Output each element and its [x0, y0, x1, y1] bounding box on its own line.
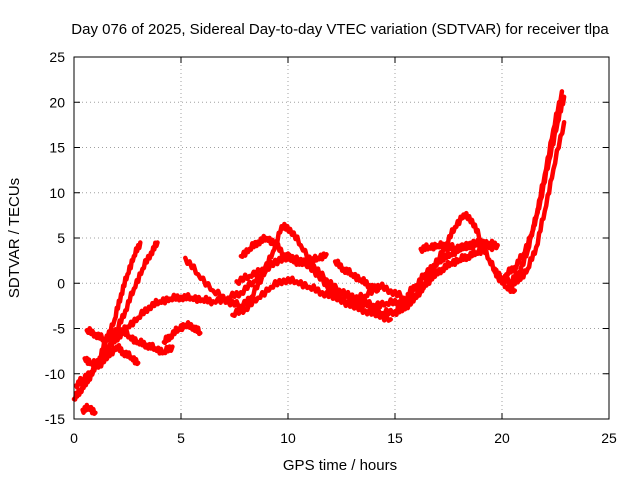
y-tick-label: 5 — [57, 230, 65, 246]
x-tick-label: 0 — [70, 430, 78, 446]
series-line-trace-17 — [418, 237, 500, 254]
axis-ticks: 0 5 10 15 20 25 -15 -10 -5 0 5 10 15 20 25 — [45, 49, 617, 446]
series-line-trace-13 — [332, 258, 381, 294]
y-axis-label: SDTVAR / TECUs — [6, 178, 23, 298]
x-tick-label: 25 — [601, 430, 617, 446]
series-line-trace-20 — [508, 119, 567, 290]
series-line-trace-7 — [161, 320, 203, 346]
series-line-trace-12 — [238, 233, 329, 268]
x-tick-label: 10 — [280, 430, 296, 446]
y-tick-label: 20 — [49, 94, 65, 110]
series-line-trace-8 — [183, 221, 393, 323]
y-tick-label: -10 — [45, 366, 65, 382]
x-tick-label: 15 — [387, 430, 403, 446]
series-line-trace-15 — [397, 245, 488, 309]
grid-lines — [74, 57, 609, 419]
y-tick-label: -15 — [45, 411, 65, 427]
y-tick-label: 25 — [49, 49, 65, 65]
x-tick-label: 20 — [494, 430, 510, 446]
x-tick-label: 5 — [177, 430, 185, 446]
chart-title: Day 076 of 2025, Sidereal Day-to-day VTE… — [71, 21, 609, 38]
y-tick-label: -5 — [53, 321, 66, 337]
series-line-trace-3 — [82, 342, 141, 370]
series-line-trace-19 — [504, 94, 567, 278]
data-series — [71, 89, 567, 416]
series-line-trace-10 — [230, 275, 415, 319]
series-line-trace-5 — [80, 402, 98, 416]
y-tick-label: 10 — [49, 185, 65, 201]
y-tick-label: 15 — [49, 140, 65, 156]
y-tick-label: 0 — [57, 275, 65, 291]
series-line-trace-4 — [84, 326, 175, 356]
x-axis-label: GPS time / hours — [283, 457, 397, 474]
series-line-trace-6 — [99, 292, 216, 360]
